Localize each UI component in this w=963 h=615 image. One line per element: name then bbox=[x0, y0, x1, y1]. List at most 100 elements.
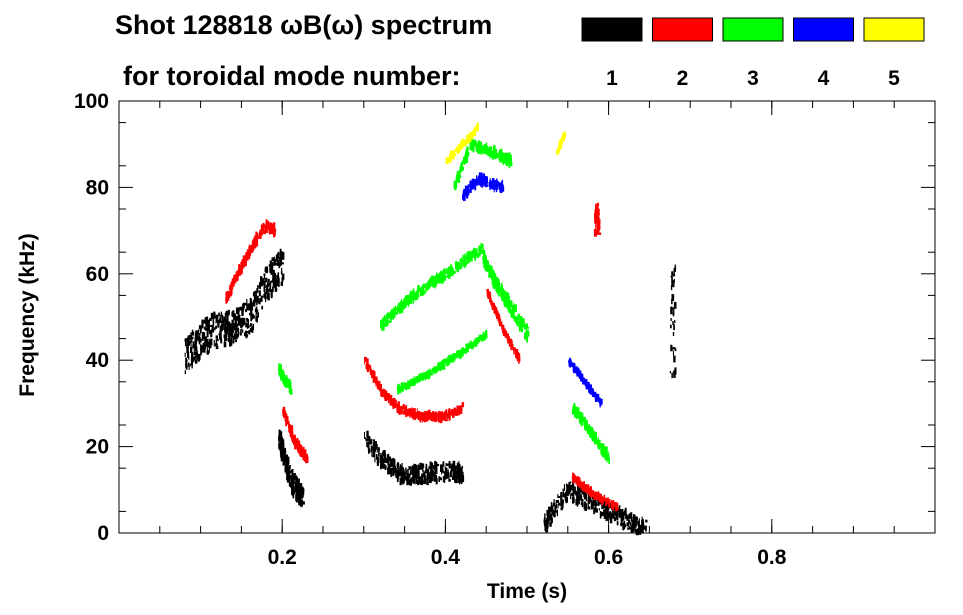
spectrum-mark bbox=[206, 330, 209, 338]
spectrum-mark bbox=[481, 244, 484, 247]
spectrum-mark bbox=[390, 473, 392, 477]
spectrum-mark bbox=[286, 416, 289, 423]
spectrum-mark bbox=[271, 257, 274, 262]
spectrum-mark bbox=[247, 252, 249, 261]
spectrum-mark bbox=[453, 270, 456, 274]
spectrum-mark bbox=[426, 411, 430, 418]
spectrum-mark bbox=[293, 441, 296, 446]
series-2 bbox=[225, 202, 619, 512]
spectrum-mark bbox=[233, 275, 236, 282]
spectrum-mark bbox=[501, 153, 504, 160]
spectrum-mark bbox=[250, 300, 253, 307]
spectrum-mark bbox=[429, 368, 431, 377]
spectrum-mark bbox=[270, 290, 273, 299]
spectrum-mark bbox=[405, 412, 408, 416]
spectrum-mark bbox=[392, 468, 395, 471]
spectrum-mark bbox=[205, 327, 208, 331]
spectrum-mark bbox=[560, 507, 563, 511]
spectrum-mark bbox=[287, 469, 290, 474]
spectrum-mark bbox=[298, 497, 301, 506]
spectrum-mark bbox=[641, 525, 644, 534]
spectrum-mark bbox=[564, 494, 567, 502]
spectrum-mark bbox=[220, 338, 223, 344]
spectrum-mark bbox=[267, 292, 270, 301]
spectrum-mark bbox=[228, 295, 231, 298]
spectrum-mark bbox=[252, 323, 254, 330]
spectrum-mark bbox=[494, 275, 497, 282]
spectrum-mark bbox=[387, 312, 391, 319]
spectrum-mark bbox=[212, 316, 215, 324]
spectrum-mark bbox=[574, 411, 576, 418]
spectrum-mark bbox=[279, 440, 281, 445]
spectrum-mark bbox=[473, 248, 475, 257]
spectrum-mark bbox=[374, 457, 376, 463]
spectrum-mark bbox=[396, 475, 399, 483]
spectrum-mark bbox=[428, 414, 430, 420]
spectrum-mark bbox=[447, 412, 450, 419]
spectrum-mark bbox=[299, 486, 302, 489]
spectrum-mark bbox=[411, 291, 413, 297]
spectrum-mark bbox=[248, 304, 252, 311]
spectrum-mark bbox=[388, 456, 391, 462]
spectrum-mark bbox=[197, 354, 200, 362]
spectrum-mark bbox=[434, 416, 436, 423]
spectrum-mark bbox=[216, 338, 219, 342]
spectrum-mark bbox=[430, 280, 432, 287]
spectrum-mark bbox=[247, 303, 250, 311]
spectrum-mark bbox=[239, 306, 242, 311]
spectrum-mark bbox=[244, 256, 247, 263]
spectrum-mark bbox=[461, 140, 464, 147]
spectrum-mark bbox=[446, 359, 449, 364]
spectrum-mark bbox=[552, 504, 554, 513]
spectrum-mark bbox=[445, 268, 448, 275]
spectrum-mark bbox=[605, 498, 608, 507]
spectrum-mark bbox=[596, 508, 598, 512]
spectrum-mark bbox=[604, 498, 606, 502]
spectrum-mark bbox=[493, 271, 495, 279]
spectrum-mark bbox=[467, 135, 470, 143]
spectrum-mark bbox=[487, 290, 489, 294]
spectrum-mark bbox=[285, 457, 288, 460]
spectrum-mark bbox=[486, 184, 488, 187]
spectrum-mark bbox=[421, 286, 424, 294]
spectrum-mark bbox=[444, 358, 448, 363]
spectrum-mark bbox=[627, 527, 630, 530]
spectrum-mark bbox=[227, 309, 230, 316]
spectrum-mark bbox=[584, 380, 586, 386]
spectrum-mark bbox=[206, 326, 209, 334]
spectrum-mark bbox=[482, 255, 485, 261]
spectrum-mark bbox=[476, 178, 479, 184]
spectrum-mark bbox=[492, 183, 495, 190]
spectrum-mark bbox=[206, 350, 209, 355]
spectrum-mark bbox=[585, 379, 588, 385]
spectrum-mark bbox=[202, 332, 206, 339]
spectrum-mark bbox=[244, 330, 248, 337]
spectrum-mark bbox=[381, 458, 384, 464]
spectrum-mark bbox=[295, 475, 297, 482]
spectrum-mark bbox=[622, 522, 624, 531]
spectrum-mark bbox=[465, 155, 469, 163]
spectrum-mark bbox=[623, 510, 625, 516]
spectrum-mark bbox=[573, 485, 575, 491]
series-4 bbox=[462, 172, 603, 408]
spectrum-mark bbox=[620, 516, 624, 519]
spectrum-mark bbox=[480, 338, 482, 341]
spectrum-mark bbox=[280, 369, 282, 378]
spectrum-mark bbox=[268, 229, 272, 235]
spectrum-mark bbox=[372, 454, 375, 458]
spectrum-mark bbox=[420, 293, 423, 296]
spectrum-mark bbox=[431, 412, 434, 419]
spectrum-mark bbox=[413, 296, 416, 301]
spectrum-mark bbox=[385, 390, 388, 397]
spectrum-mark bbox=[382, 318, 384, 322]
spectrum-mark bbox=[414, 380, 416, 386]
spectrum-mark bbox=[435, 478, 438, 485]
spectrum-mark bbox=[195, 353, 197, 358]
spectrum-mark bbox=[483, 261, 485, 268]
spectrum-mark bbox=[240, 318, 242, 324]
spectrum-mark bbox=[474, 183, 476, 188]
spectrum-mark bbox=[437, 276, 440, 279]
spectrum-mark bbox=[227, 337, 230, 342]
spectrum-mark bbox=[468, 257, 470, 260]
spectrum-mark bbox=[289, 426, 292, 433]
